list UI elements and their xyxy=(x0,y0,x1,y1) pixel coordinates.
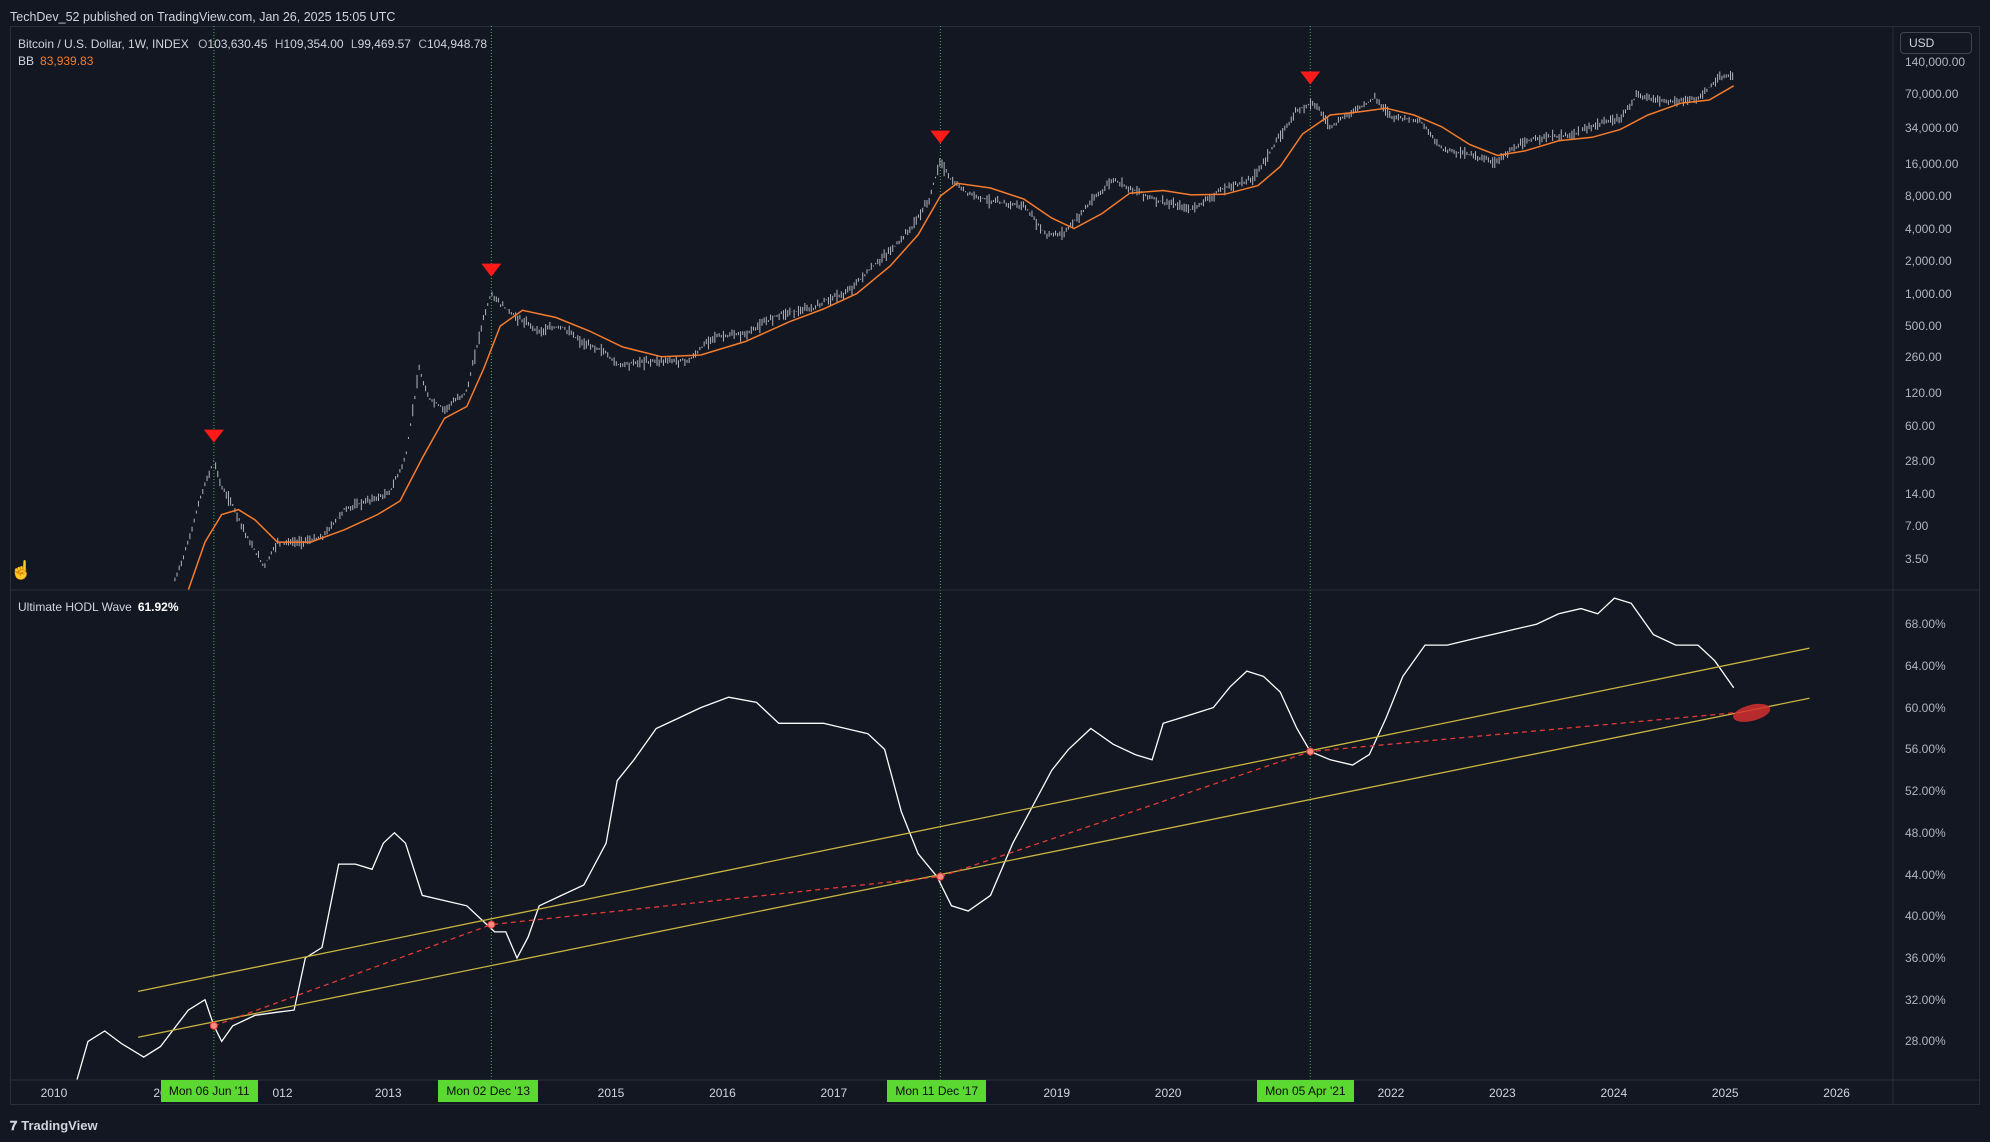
price-tick-label: 14.00 xyxy=(1905,486,1936,501)
price-tick-label: 28.00 xyxy=(1905,454,1936,469)
price-tick-label: 34,000.00 xyxy=(1905,121,1959,136)
touch-point xyxy=(487,920,496,929)
time-tick-label: 2015 xyxy=(597,1086,625,1100)
hodl-label[interactable]: Ultimate HODL Wave xyxy=(18,600,132,614)
price-tick-label: 3.50 xyxy=(1905,551,1929,566)
channel-lower-line xyxy=(138,697,1810,1038)
hodl-tick-label: 28.00% xyxy=(1905,1034,1946,1049)
time-tick-label: 012 xyxy=(272,1086,293,1100)
cycle-date-badge: Mon 02 Dec '13 xyxy=(438,1080,538,1102)
hodl-series xyxy=(76,597,1735,1081)
time-tick-label: 2025 xyxy=(1711,1086,1739,1100)
channel-lines xyxy=(138,647,1810,1038)
hodl-tick-label: 32.00% xyxy=(1905,992,1946,1007)
hodl-legend: Ultimate HODL Wave 61.92% xyxy=(18,600,179,614)
footer-brand[interactable]: 𝟕 TradingView xyxy=(10,1118,98,1134)
time-tick-label: 2020 xyxy=(1154,1086,1182,1100)
bb-label[interactable]: BB xyxy=(18,54,35,68)
price-tick-label: 120.00 xyxy=(1905,386,1942,401)
price-tick-label: 4,000.00 xyxy=(1905,221,1952,236)
price-tick-label: 260.00 xyxy=(1905,349,1942,364)
price-legend: Bitcoin / U.S. Dollar, 1W, INDEX O103,63… xyxy=(18,36,487,70)
top-bar: TechDev_52 published on TradingView.com,… xyxy=(0,0,1990,26)
bb-series xyxy=(187,85,1735,591)
price-tick-label: 60.00 xyxy=(1905,418,1936,433)
hodl-tick-label: 60.00% xyxy=(1905,700,1946,715)
hodl-tick-label: 48.00% xyxy=(1905,825,1946,840)
cycle-date-badge: Mon 05 Apr '21 xyxy=(1257,1080,1354,1102)
hodl-line xyxy=(76,597,1735,1081)
channel-upper-line xyxy=(138,647,1810,992)
footer-brand-label: TradingView xyxy=(21,1118,98,1133)
price-tick-label: 1,000.00 xyxy=(1905,286,1952,301)
hodl-tick-label: 68.00% xyxy=(1905,617,1946,632)
chart-frame[interactable] xyxy=(10,26,1980,1105)
top-marker-icon xyxy=(481,263,502,277)
price-tick-label: 500.00 xyxy=(1905,319,1942,334)
price-tick-label: 140,000.00 xyxy=(1905,54,1966,69)
currency-button[interactable]: USD xyxy=(1900,32,1972,54)
price-tick-label: 16,000.00 xyxy=(1905,156,1959,171)
pointer-icon[interactable]: ☝ xyxy=(10,560,33,580)
symbol-label[interactable]: Bitcoin / U.S. Dollar, 1W, INDEX xyxy=(18,37,189,51)
publisher-info: TechDev_52 published on TradingView.com,… xyxy=(10,10,396,24)
time-tick-label: 2026 xyxy=(1823,1086,1850,1100)
trend-dashed-line xyxy=(213,712,1734,1027)
price-tick-label: 2,000.00 xyxy=(1905,254,1952,269)
touch-point xyxy=(1306,747,1315,756)
top-marker-icon xyxy=(1300,71,1321,85)
bb-value: 83,939.83 xyxy=(40,54,94,68)
touch-point xyxy=(209,1021,218,1030)
time-tick-label: 2010 xyxy=(40,1086,68,1100)
cycle-date-badge: Mon 11 Dec '17 xyxy=(887,1080,987,1102)
time-tick-label: 2016 xyxy=(709,1086,736,1100)
hodl-tick-label: 44.00% xyxy=(1905,867,1946,882)
touch-point xyxy=(936,872,945,881)
time-tick-label: 2017 xyxy=(820,1086,848,1100)
tradingview-logo-icon: 𝟕 xyxy=(10,1118,18,1133)
price-tick-label: 7.00 xyxy=(1905,519,1929,534)
hodl-value: 61.92% xyxy=(137,600,179,614)
target-zone-ellipse xyxy=(1733,703,1771,722)
hodl-tick-label: 40.00% xyxy=(1905,909,1946,924)
time-tick-label: 2022 xyxy=(1377,1086,1405,1100)
hodl-tick-label: 56.00% xyxy=(1905,742,1946,757)
top-markers xyxy=(203,71,1321,443)
bb-line xyxy=(187,85,1735,591)
time-tick-label: 2023 xyxy=(1489,1086,1516,1100)
price-tick-label: 8,000.00 xyxy=(1905,189,1952,204)
hodl-tick-label: 64.00% xyxy=(1905,658,1946,673)
price-series xyxy=(174,70,1734,582)
time-tick-label: 2013 xyxy=(374,1086,402,1100)
time-tick-label: 2019 xyxy=(1043,1086,1071,1100)
ohlc-values: O103,630.45 H109,354.00 L99,469.57 C104,… xyxy=(198,37,488,51)
price-tick-label: 70,000.00 xyxy=(1905,87,1959,102)
top-marker-icon xyxy=(930,130,951,144)
top-marker-icon xyxy=(203,429,224,443)
hodl-tick-label: 36.00% xyxy=(1905,950,1946,965)
hodl-tick-label: 52.00% xyxy=(1905,784,1946,799)
cycle-date-badge: Mon 06 Jun '11 xyxy=(160,1080,258,1102)
time-tick-label: 2024 xyxy=(1600,1086,1628,1100)
